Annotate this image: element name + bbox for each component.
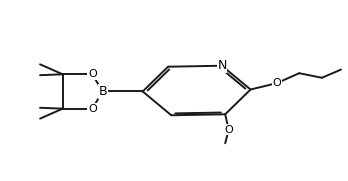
Text: O: O	[88, 104, 97, 114]
Text: O: O	[88, 69, 97, 79]
Text: B: B	[98, 85, 107, 98]
Text: O: O	[272, 78, 281, 88]
Text: N: N	[217, 59, 227, 72]
Text: O: O	[224, 125, 233, 135]
